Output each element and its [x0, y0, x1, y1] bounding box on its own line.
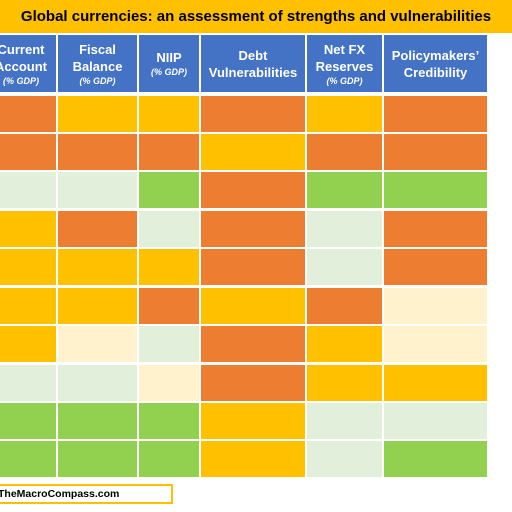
heat-cell — [58, 96, 137, 132]
heat-cell — [139, 211, 199, 247]
column-header: Net FX Reserves (% GDP) — [307, 35, 382, 92]
column-header: Current Account (% GDP) — [0, 35, 56, 92]
heat-cell — [58, 288, 137, 324]
source-box: TheMacroCompass.com — [0, 484, 173, 504]
heat-cell — [307, 441, 382, 477]
column-header-label: Current Account — [0, 41, 47, 74]
heat-cell — [0, 249, 56, 285]
heat-cell — [307, 403, 382, 439]
heat-cell — [0, 441, 56, 477]
heat-cell — [307, 249, 382, 285]
heat-cell — [58, 326, 137, 362]
heat-cell — [139, 326, 199, 362]
title-bar: Global currencies: an assessment of stre… — [0, 0, 512, 33]
heat-cell — [139, 403, 199, 439]
heat-cell — [201, 211, 305, 247]
heat-cell — [201, 403, 305, 439]
heat-cell — [307, 288, 382, 324]
heat-cell — [201, 288, 305, 324]
column-header: NIIP (% GDP) — [139, 35, 199, 92]
heat-cell — [0, 172, 56, 208]
heat-cell — [307, 96, 382, 132]
heat-cell — [201, 365, 305, 401]
column-header-unit: (% GDP) — [79, 75, 116, 86]
heat-cell — [0, 288, 56, 324]
heat-cell — [384, 172, 487, 208]
heat-cell — [384, 211, 487, 247]
heat-cell — [139, 365, 199, 401]
heat-cell — [307, 365, 382, 401]
column-header-label: Policymakers’ Credibility — [391, 47, 480, 80]
heat-cell — [201, 96, 305, 132]
heat-cell — [0, 211, 56, 247]
heat-cell — [201, 134, 305, 170]
heat-cell — [58, 403, 137, 439]
heat-cell — [384, 403, 487, 439]
heat-cell — [201, 172, 305, 208]
heat-cell — [139, 96, 199, 132]
column-header-unit: (% GDP) — [326, 75, 363, 86]
heat-cell — [58, 249, 137, 285]
column-header: Policymakers’ Credibility — [384, 35, 487, 92]
heat-cell — [0, 134, 56, 170]
column-header-unit: (% GDP) — [3, 75, 39, 86]
heat-cell — [201, 441, 305, 477]
heat-cell — [58, 172, 137, 208]
heat-cell — [139, 249, 199, 285]
heat-cell — [307, 326, 382, 362]
heat-cell — [384, 288, 487, 324]
heat-cell — [139, 288, 199, 324]
heat-cell — [58, 134, 137, 170]
heat-cell — [0, 326, 56, 362]
chart-title: Global currencies: an assessment of stre… — [20, 8, 492, 25]
heat-cell — [384, 249, 487, 285]
column-header: Debt Vulnerabilities — [201, 35, 305, 92]
heat-cell — [384, 326, 487, 362]
heat-cell — [384, 134, 487, 170]
heat-cell — [307, 211, 382, 247]
heat-cell — [139, 134, 199, 170]
heat-cell — [201, 249, 305, 285]
heat-cell — [384, 96, 487, 132]
column-header: Fiscal Balance (% GDP) — [58, 35, 137, 92]
column-header-label: NIIP — [156, 50, 182, 65]
heat-cell — [201, 326, 305, 362]
heat-cell — [307, 172, 382, 208]
heat-cell — [139, 441, 199, 477]
column-header-label: Debt Vulnerabilities — [208, 47, 298, 80]
heat-cell — [0, 96, 56, 132]
column-header-label: Net FX Reserves — [315, 41, 374, 74]
heat-cell — [307, 134, 382, 170]
heat-cell — [384, 365, 487, 401]
heat-cell — [0, 403, 56, 439]
heat-cell — [58, 365, 137, 401]
heat-cell — [0, 365, 56, 401]
column-header-label: Fiscal Balance — [72, 41, 123, 74]
column-header-unit: (% GDP) — [151, 67, 187, 77]
heat-cell — [58, 211, 137, 247]
heat-cell — [384, 441, 487, 477]
heat-cell — [139, 172, 199, 208]
source-label: TheMacroCompass.com — [0, 488, 120, 500]
heat-cell — [58, 441, 137, 477]
